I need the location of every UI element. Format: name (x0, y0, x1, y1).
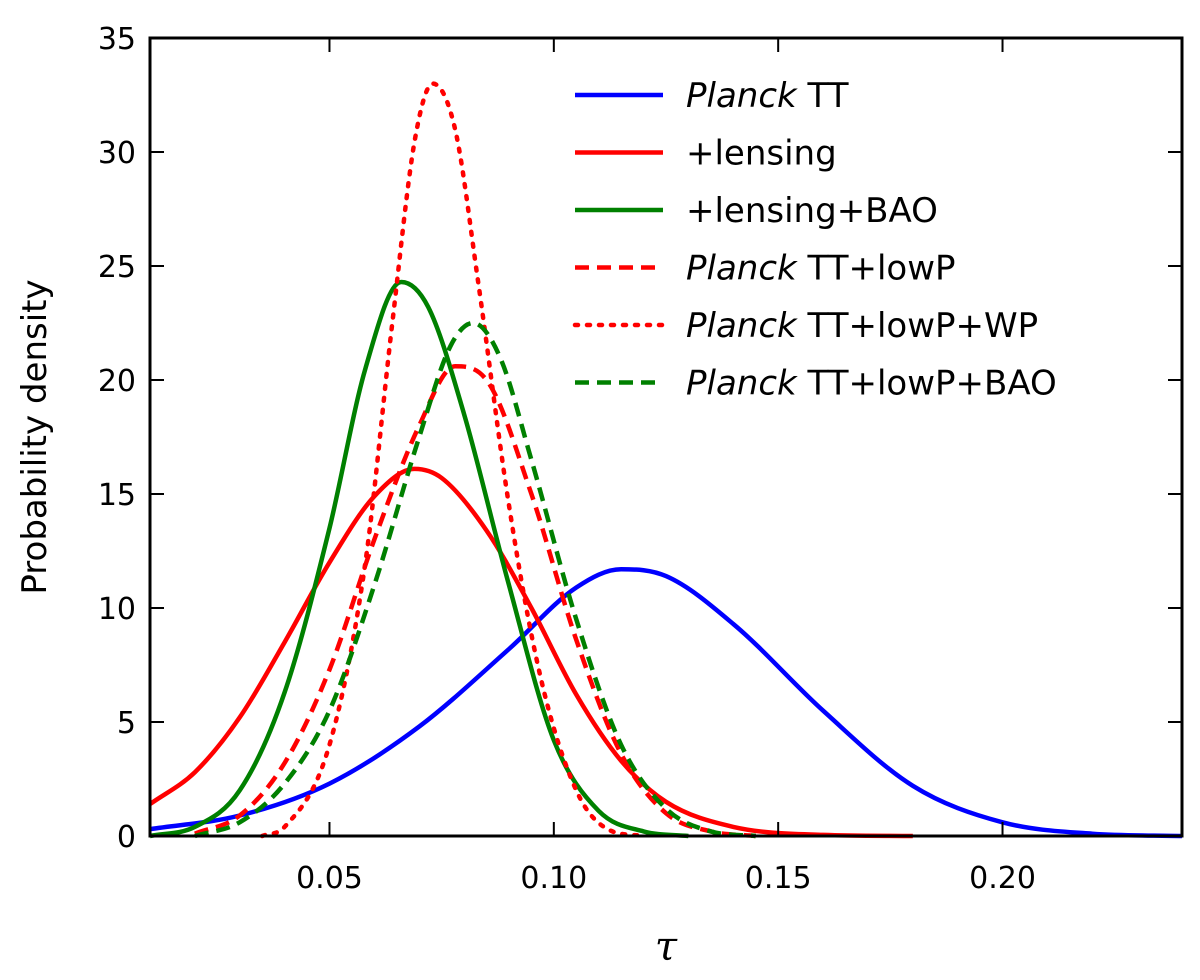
series-line-3 (149, 279, 689, 839)
x-tick-label: 0.05 (296, 861, 363, 896)
legend-label-4: Planck TT+lowP (686, 249, 956, 289)
y-axis-title: Probability density (15, 279, 55, 594)
series-line-2 (148, 466, 913, 839)
y-tick-label: 25 (98, 250, 136, 285)
y-tick-label: 20 (98, 364, 136, 399)
tick-labels: 0.05 0.10 0.15 0.20 0 5 10 15 20 25 30 35 (98, 22, 1036, 896)
ticks-layer (150, 37, 1182, 837)
legend-label-2: +lensing (686, 134, 837, 174)
y-tick-label: 35 (98, 22, 136, 57)
x-tick-label: 0.15 (745, 861, 812, 896)
legend-label-6: Planck TT+lowP+BAO (686, 364, 1057, 404)
legend: Planck TT +lensing +lensing+BAO Planck TT+l… (572, 76, 1057, 404)
y-tick-label: 15 (98, 478, 136, 513)
series-line-5 (259, 81, 646, 839)
legend-label-1: Planck TT (686, 76, 849, 116)
series-layer (148, 81, 1183, 839)
series-line-4 (194, 364, 756, 839)
y-tick-label: 30 (98, 136, 136, 171)
y-tick-label: 5 (117, 706, 136, 741)
x-tick-label: 0.20 (969, 861, 1036, 896)
plot-frame (148, 36, 1184, 838)
series-line-1 (149, 566, 1183, 839)
legend-label-5: Planck TT+lowP+WP (686, 306, 1038, 346)
series-line-6 (194, 320, 756, 839)
x-tick-label: 0.10 (520, 861, 587, 896)
y-tick-label: 0 (117, 820, 136, 855)
x-axis-title: τ (655, 924, 678, 970)
y-tick-label: 10 (98, 592, 136, 627)
legend-label-3: +lensing+BAO (686, 191, 938, 231)
